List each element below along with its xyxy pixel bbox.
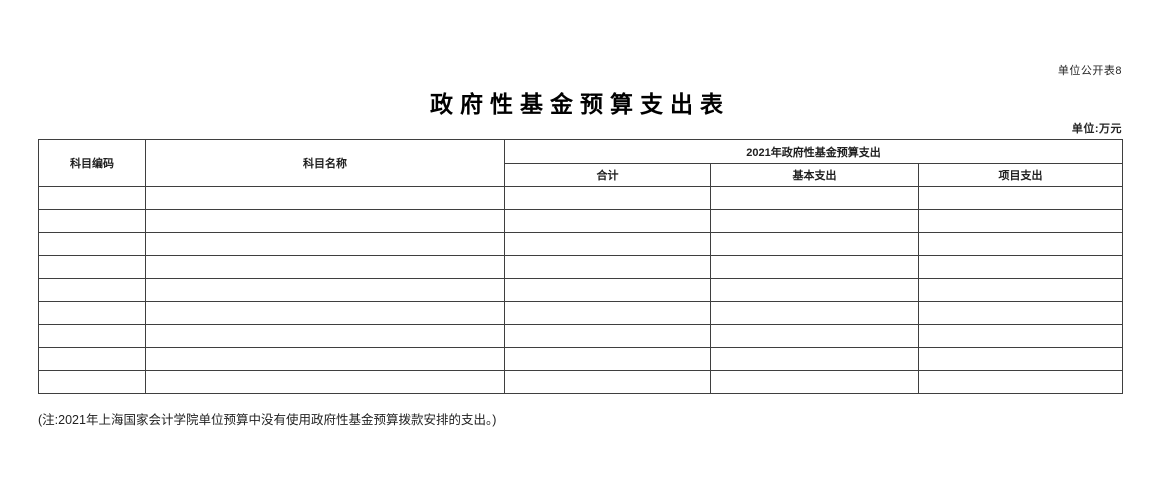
table-cell: [918, 232, 1123, 256]
table-cell: [918, 324, 1123, 348]
table-cell: [504, 232, 711, 256]
table-header: 科目编码 科目名称 2021年政府性基金预算支出 合计 基本支出 项目支出: [38, 139, 1123, 187]
table-cell: [710, 301, 919, 325]
table-cell: [918, 209, 1123, 233]
table-cell: [504, 255, 711, 279]
table-cell: [145, 186, 505, 210]
table-cell: [38, 278, 146, 302]
table-cell: [38, 370, 146, 394]
budget-table: 科目编码 科目名称 2021年政府性基金预算支出 合计 基本支出 项目支出: [38, 139, 1123, 394]
table-cell: [710, 347, 919, 371]
table-row: [38, 324, 1123, 348]
column-header-basic-expenditure: 基本支出: [710, 163, 919, 187]
table-row: [38, 347, 1123, 371]
table-cell: [38, 301, 146, 325]
table-cell: [145, 278, 505, 302]
page-title: 政府性基金预算支出表: [430, 92, 730, 117]
column-header-total: 合计: [504, 163, 711, 187]
table-row: [38, 255, 1123, 279]
column-header-group-2021-budget: 2021年政府性基金预算支出: [504, 139, 1123, 164]
table-row: [38, 232, 1123, 256]
table-row: [38, 186, 1123, 210]
table-cell: [710, 209, 919, 233]
table-cell: [918, 186, 1123, 210]
table-cell: [38, 347, 146, 371]
table-cell: [918, 278, 1123, 302]
table-cell: [145, 324, 505, 348]
table-cell: [710, 255, 919, 279]
footnote: (注:2021年上海国家会计学院单位预算中没有使用政府性基金预算拨款安排的支出。…: [38, 413, 497, 427]
column-header-subject-code: 科目编码: [38, 139, 146, 187]
table-cell: [38, 209, 146, 233]
table-cell: [504, 347, 711, 371]
table-cell: [710, 232, 919, 256]
table-cell: [145, 347, 505, 371]
table-cell: [710, 370, 919, 394]
table-cell: [504, 324, 711, 348]
table-cell: [710, 324, 919, 348]
table-cell: [710, 278, 919, 302]
table-cell: [145, 370, 505, 394]
table-cell: [918, 255, 1123, 279]
table-cell: [145, 301, 505, 325]
table-cell: [38, 324, 146, 348]
table-cell: [145, 255, 505, 279]
table-cell: [38, 255, 146, 279]
table-cell: [504, 186, 711, 210]
table-header-row-1: 科目编码 科目名称 2021年政府性基金预算支出: [38, 139, 1123, 187]
table-row: [38, 301, 1123, 325]
table-cell: [504, 370, 711, 394]
table-cell: [145, 209, 505, 233]
column-header-project-expenditure: 项目支出: [918, 163, 1123, 187]
table-cell: [38, 232, 146, 256]
column-header-subject-name: 科目名称: [145, 139, 505, 187]
table-row: [38, 278, 1123, 302]
table-header-row-2: 合计 基本支出 项目支出: [39, 163, 1123, 187]
table-cell: [918, 347, 1123, 371]
table-cell: [504, 278, 711, 302]
table-cell: [710, 186, 919, 210]
table-cell: [145, 232, 505, 256]
table-cell: [918, 370, 1123, 394]
table-number-label: 单位公开表8: [1057, 65, 1122, 77]
table-cell: [504, 209, 711, 233]
table-row: [38, 209, 1123, 233]
table-row: [38, 370, 1123, 394]
unit-label: 单位:万元: [1071, 123, 1122, 135]
table-cell: [504, 301, 711, 325]
table-cell: [918, 301, 1123, 325]
table-body: [38, 186, 1123, 394]
table-cell: [38, 186, 146, 210]
